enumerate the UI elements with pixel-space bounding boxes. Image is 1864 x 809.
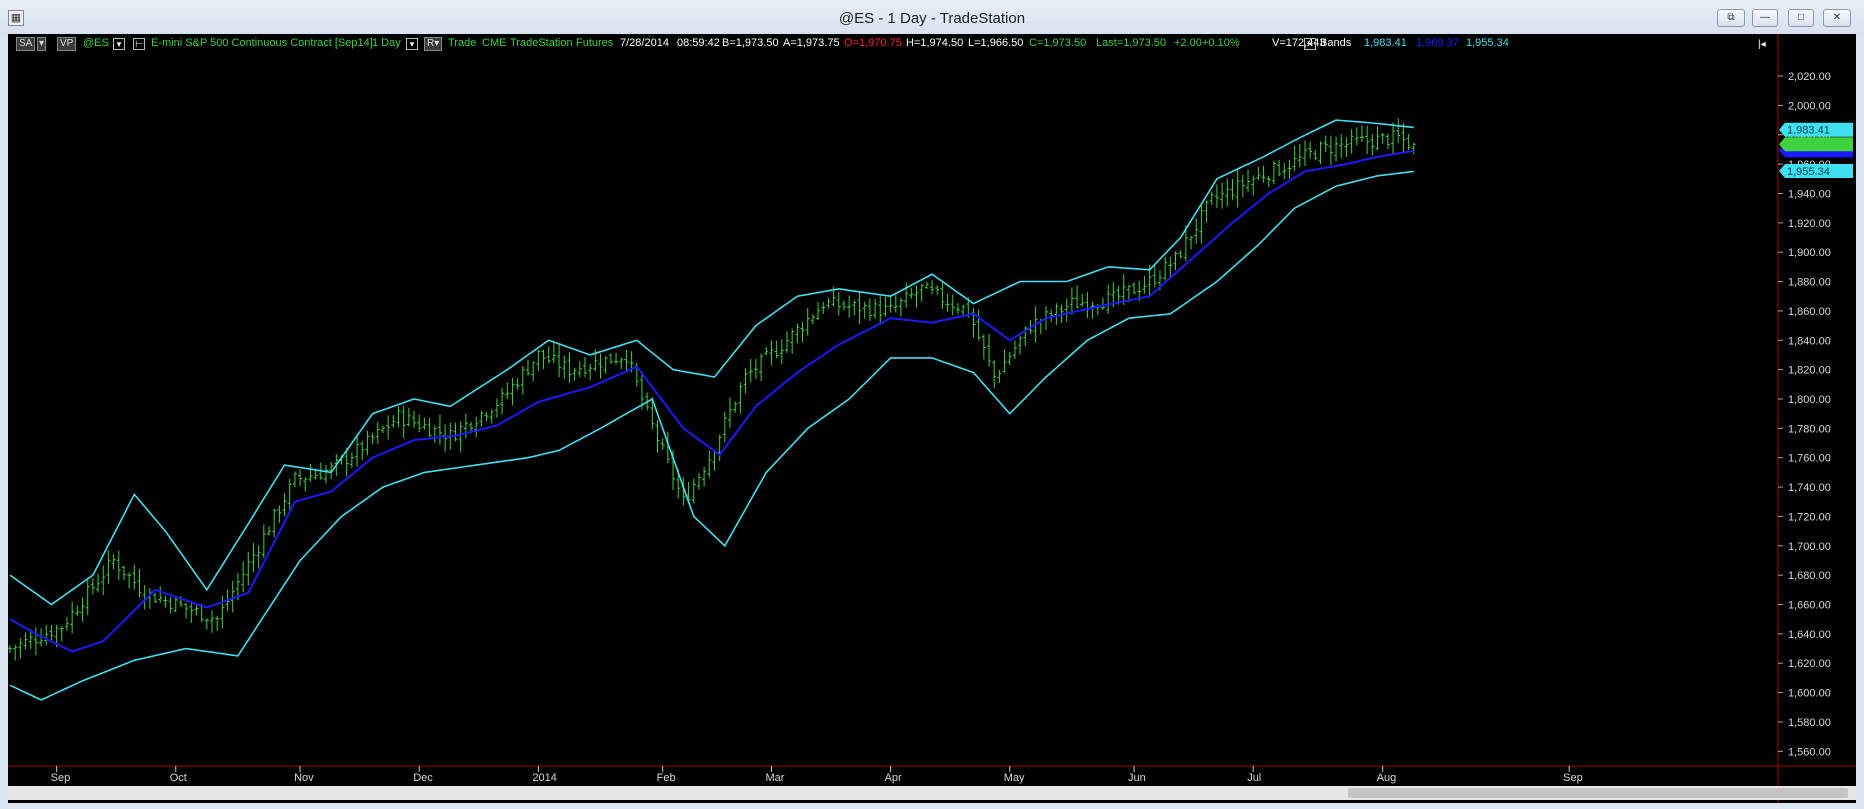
maximize-icon[interactable]: □ — [1788, 9, 1814, 27]
price-axis-label: 1,600.00 — [1788, 688, 1831, 700]
time-axis-label: Sep — [1563, 772, 1583, 784]
time-axis-label: Nov — [294, 772, 314, 784]
price-axis-label: 2,000.00 — [1788, 100, 1831, 112]
restore-down-icon[interactable]: ⧉ — [1717, 9, 1745, 27]
quote-time: 08:59:42 — [677, 37, 720, 49]
close-value: C=1,973.50 — [1029, 37, 1087, 49]
r-button-label: R — [427, 38, 435, 49]
upper-band-line — [9, 119, 1414, 606]
price-axis-label: 1,620.00 — [1788, 658, 1831, 670]
price-axis-label: 1,700.00 — [1788, 541, 1831, 553]
price-axis-label: 1,560.00 — [1788, 746, 1831, 758]
vp-button[interactable]: VP — [57, 37, 77, 51]
price-axis-label: 1,580.00 — [1788, 717, 1831, 729]
time-axis-label: Sep — [51, 772, 71, 784]
data-type-label: Trade — [448, 37, 477, 49]
price-axis-label: 1,660.00 — [1788, 600, 1831, 612]
time-axis-label: Feb — [657, 772, 676, 784]
mid-band-line — [9, 149, 1414, 653]
last-price-tag-bg — [1779, 137, 1853, 152]
quote-date: 7/28/2014 — [620, 37, 669, 49]
upper-band-price-tag: 1,983.41 — [1787, 125, 1830, 137]
price-axis-label: 1,940.00 — [1788, 188, 1831, 200]
sa-button[interactable]: SA — [16, 37, 36, 51]
chart-area[interactable]: 2,020.002,000.001,980.001,960.001,940.00… — [8, 34, 1856, 803]
last-price-tag: 1,973.50 — [1787, 139, 1830, 151]
high-value: H=1,974.50 — [906, 37, 964, 49]
title-bar[interactable]: ▦ @ES - 1 Day - TradeStation ⧉ — □ ✕ — [0, 0, 1864, 36]
time-axis-label: Aug — [1377, 772, 1397, 784]
r-button[interactable]: R▾ — [424, 37, 443, 51]
price-axis-label: 1,680.00 — [1788, 570, 1831, 582]
last-value: Last=1,973.50 — [1096, 37, 1167, 49]
symbol-description: E-mini S&P 500 Continuous Contract [Sep1… — [151, 37, 373, 49]
interval-dropdown-icon[interactable]: ▾ — [406, 38, 418, 50]
data-source-label: TradeStation — [510, 37, 573, 49]
price-axis-label: 1,740.00 — [1788, 482, 1831, 494]
time-axis-label: Mar — [765, 772, 784, 784]
band-upper-value: 1,983.41 — [1364, 37, 1407, 49]
price-axis-label: 1,800.00 — [1788, 394, 1831, 406]
price-axis-label: 1,820.00 — [1788, 365, 1831, 377]
lower-band-price-tag: 1,955.34 — [1787, 166, 1830, 178]
symbol-dropdown-icon[interactable]: ▾ — [113, 38, 125, 50]
time-axis-label: Jul — [1247, 772, 1261, 784]
ask-value: A=1,973.75 — [783, 37, 840, 49]
low-value: L=1,966.50 — [968, 37, 1024, 49]
upper-band-price-tag-bg — [1779, 122, 1853, 137]
price-axis-label: 1,760.00 — [1788, 453, 1831, 465]
time-axis-label: Dec — [413, 772, 433, 784]
price-axis-label: 1,860.00 — [1788, 306, 1831, 318]
symbol-label[interactable]: @ES — [83, 37, 109, 49]
price-chart[interactable]: 2,020.002,000.001,980.001,960.001,940.00… — [8, 34, 1856, 803]
open-value: O=1,970.75 — [844, 37, 902, 49]
band-lower-value: 1,955.34 — [1466, 37, 1509, 49]
expand-panel-icon[interactable]: |◂ — [1758, 39, 1766, 50]
price-axis-label: 2,020.00 — [1788, 71, 1831, 83]
exchange-label: CME — [482, 37, 507, 49]
percent-change: +0.10% — [1202, 37, 1240, 49]
time-axis-label: Oct — [170, 772, 187, 784]
interval-label[interactable]: 1 Day — [372, 37, 401, 49]
close-study-icon[interactable]: ✕ — [1304, 38, 1316, 50]
lower-band-line — [9, 170, 1414, 701]
time-axis-label: Jun — [1128, 772, 1146, 784]
chart-app-icon[interactable]: ▦ — [8, 10, 24, 26]
minimize-icon[interactable]: — — [1752, 9, 1778, 27]
price-axis-label: 1,840.00 — [1788, 335, 1831, 347]
price-axis-label: 1,900.00 — [1788, 247, 1831, 259]
symbol-toolbar: SA ▾ VP @ES ▾ ⊢ E-mini S&P 500 Continuou… — [8, 34, 1778, 52]
price-axis-label: 1,920.00 — [1788, 218, 1831, 230]
price-axis-label: 1,720.00 — [1788, 511, 1831, 523]
study-name: Bands — [1320, 37, 1352, 49]
lower-band-price-tag-bg — [1779, 163, 1853, 178]
price-bars — [8, 118, 1416, 661]
time-axis-label: 2014 — [532, 772, 556, 784]
scrollbar-thumb[interactable] — [1348, 788, 1848, 798]
net-change: +2.00 — [1174, 37, 1202, 49]
insert-symbol-icon[interactable]: ⊢ — [133, 38, 145, 50]
window-title: @ES - 1 Day - TradeStation — [838, 10, 1026, 27]
band-mid-value: 1,969.37 — [1416, 37, 1459, 49]
time-axis-label: Apr — [885, 772, 902, 784]
bid-value: B=1,973.50 — [722, 37, 779, 49]
price-axis-label: 1,780.00 — [1788, 423, 1831, 435]
volume-value: V=172,443 — [1272, 37, 1326, 49]
category-label: Futures — [576, 37, 614, 49]
sa-dropdown-icon[interactable]: ▾ — [37, 37, 47, 51]
time-axis-label: May — [1004, 772, 1025, 784]
price-axis-label: 1,640.00 — [1788, 629, 1831, 641]
price-axis-label: 1,880.00 — [1788, 277, 1831, 289]
close-icon[interactable]: ✕ — [1823, 9, 1851, 27]
